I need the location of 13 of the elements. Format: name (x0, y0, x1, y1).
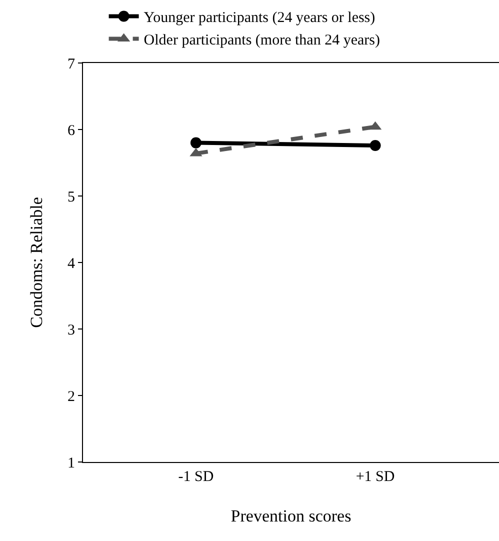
x-axis-title: Prevention scores (230, 506, 352, 526)
legend-label: Younger participants (24 years or less) (144, 10, 376, 26)
legend-label: Older participants (more than 24 years) (144, 32, 380, 49)
y-axis-title: Condoms: Reliable (27, 197, 46, 328)
y-tick-label: 2 (68, 388, 75, 405)
y-tick-label: 4 (68, 256, 76, 272)
y-tick-label: 7 (68, 56, 76, 72)
x-tick-label: -1 SD (178, 469, 214, 485)
y-tick-label: 5 (68, 189, 75, 206)
x-tick-label: +1 SD (356, 469, 395, 485)
y-tick-label: 3 (68, 322, 75, 338)
y-tick-label: 1 (68, 455, 75, 472)
y-tick-label: 6 (68, 122, 76, 139)
